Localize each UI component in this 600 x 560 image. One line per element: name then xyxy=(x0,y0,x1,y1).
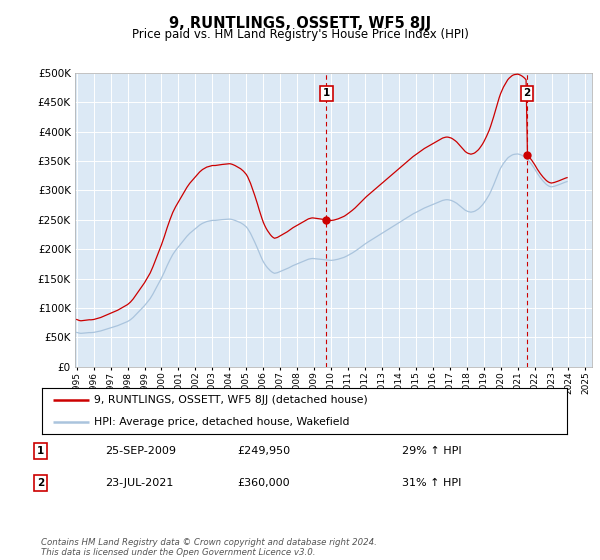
Text: 9, RUNTLINGS, OSSETT, WF5 8JJ: 9, RUNTLINGS, OSSETT, WF5 8JJ xyxy=(169,16,431,31)
Text: 23-JUL-2021: 23-JUL-2021 xyxy=(105,478,173,488)
Text: Price paid vs. HM Land Registry's House Price Index (HPI): Price paid vs. HM Land Registry's House … xyxy=(131,28,469,41)
Text: 1: 1 xyxy=(323,88,330,99)
Text: 1: 1 xyxy=(37,446,44,456)
Text: Contains HM Land Registry data © Crown copyright and database right 2024.
This d: Contains HM Land Registry data © Crown c… xyxy=(41,538,377,557)
Text: HPI: Average price, detached house, Wakefield: HPI: Average price, detached house, Wake… xyxy=(95,417,350,427)
Text: 2: 2 xyxy=(523,88,530,99)
Text: 29% ↑ HPI: 29% ↑ HPI xyxy=(402,446,462,456)
Text: £360,000: £360,000 xyxy=(238,478,290,488)
Text: 2: 2 xyxy=(37,478,44,488)
Text: 9, RUNTLINGS, OSSETT, WF5 8JJ (detached house): 9, RUNTLINGS, OSSETT, WF5 8JJ (detached … xyxy=(95,395,368,405)
Text: 25-SEP-2009: 25-SEP-2009 xyxy=(105,446,176,456)
Text: 31% ↑ HPI: 31% ↑ HPI xyxy=(403,478,461,488)
Text: £249,950: £249,950 xyxy=(238,446,290,456)
